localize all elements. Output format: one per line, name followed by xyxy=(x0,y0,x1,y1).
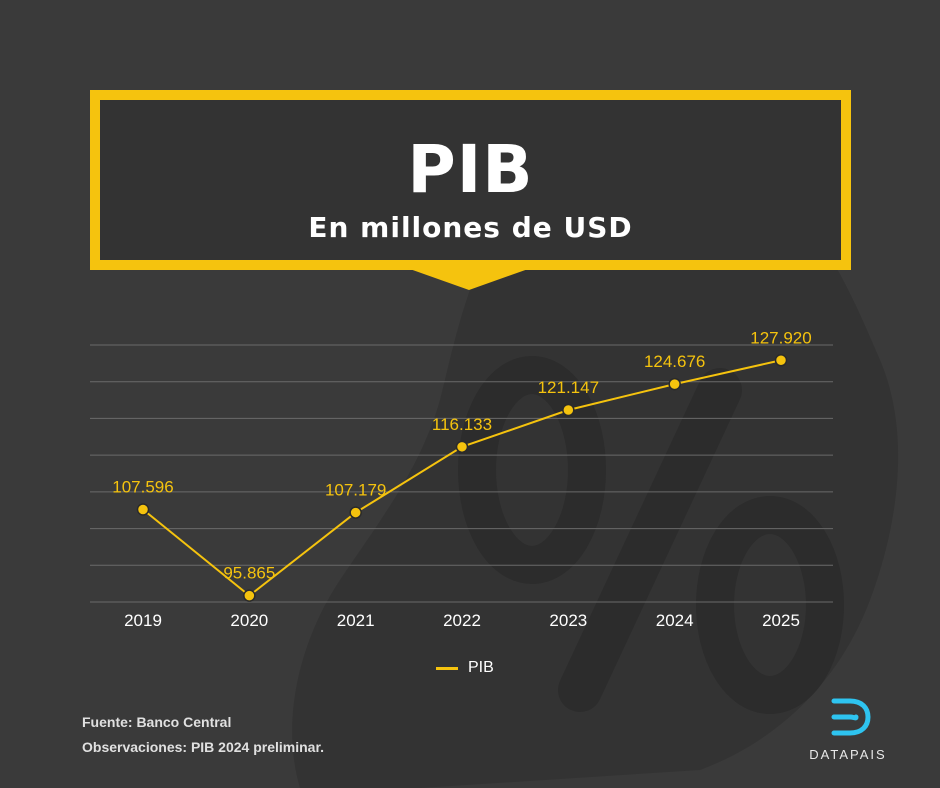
title-box: PIB En millones de USD xyxy=(90,90,851,270)
x-tick-label: 2019 xyxy=(124,611,162,630)
data-label: 107.179 xyxy=(325,481,386,500)
chart-subtitle: En millones de USD xyxy=(308,211,633,244)
x-tick-label: 2024 xyxy=(656,611,694,630)
legend-swatch xyxy=(436,666,458,670)
data-point xyxy=(243,589,256,602)
data-label: 127.920 xyxy=(750,328,811,347)
data-label: 107.596 xyxy=(112,478,173,497)
title-pointer xyxy=(407,268,531,290)
x-tick-label: 2022 xyxy=(443,611,481,630)
data-labels: 107.596 95.865 107.179 116.133 121.147 124.67… xyxy=(112,328,811,582)
data-point xyxy=(774,354,788,367)
chart-title: PIB xyxy=(407,131,534,208)
data-point xyxy=(455,440,469,454)
series-line-pib xyxy=(142,359,782,597)
brand-logo: DATAPAIS xyxy=(800,695,896,775)
data-point xyxy=(136,503,150,516)
source-note: Fuente: Banco Central xyxy=(82,714,232,730)
data-label: 121.147 xyxy=(538,378,599,397)
data-label: 95.865 xyxy=(223,564,275,583)
logo-text: DATAPAIS xyxy=(809,747,887,762)
data-point xyxy=(668,377,681,391)
data-label: 124.676 xyxy=(644,352,705,371)
x-tick-label: 2023 xyxy=(549,611,587,630)
datapais-logo-icon xyxy=(831,698,871,736)
x-axis-ticks: 2019 2020 2021 2022 2023 2024 2025 xyxy=(124,611,800,630)
x-tick-label: 2025 xyxy=(762,611,800,630)
grid-lines xyxy=(90,344,833,603)
legend-label: PIB xyxy=(468,659,494,676)
data-point xyxy=(349,506,362,519)
x-tick-label: 2021 xyxy=(337,611,375,630)
data-points xyxy=(136,354,788,602)
x-tick-label: 2020 xyxy=(230,611,268,630)
series-line-layer xyxy=(142,359,782,597)
chart-legend: PIB xyxy=(436,657,494,679)
data-label: 116.133 xyxy=(432,415,492,434)
data-point xyxy=(562,403,575,417)
observations-note: Observaciones: PIB 2024 preliminar. xyxy=(82,739,325,755)
